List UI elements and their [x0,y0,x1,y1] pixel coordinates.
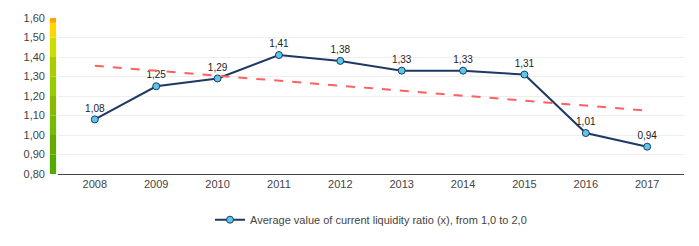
svg-text:0,94: 0,94 [637,130,657,141]
svg-text:1,60: 1,60 [24,12,45,24]
svg-text:1,08: 1,08 [85,103,105,114]
svg-text:1,33: 1,33 [392,54,412,65]
svg-text:1,29: 1,29 [208,62,228,73]
svg-text:2009: 2009 [144,178,168,190]
svg-text:2010: 2010 [205,178,229,190]
svg-text:1,30: 1,30 [24,70,45,82]
svg-text:Average value of current liqui: Average value of current liquidity ratio… [250,214,527,226]
svg-text:2008: 2008 [83,178,107,190]
svg-text:2012: 2012 [328,178,352,190]
svg-text:1,38: 1,38 [331,44,351,55]
svg-text:2015: 2015 [512,178,536,190]
svg-text:2017: 2017 [635,178,659,190]
svg-text:1,31: 1,31 [515,58,535,69]
svg-text:2016: 2016 [574,178,598,190]
svg-text:1,41: 1,41 [269,38,289,49]
svg-text:1,00: 1,00 [24,129,45,141]
svg-text:0,80: 0,80 [24,168,45,180]
svg-text:2014: 2014 [451,178,475,190]
svg-text:2013: 2013 [389,178,413,190]
svg-text:1,25: 1,25 [146,69,166,80]
svg-text:1,40: 1,40 [24,51,45,63]
svg-text:1,01: 1,01 [576,116,596,127]
svg-text:0,90: 0,90 [24,148,45,160]
svg-text:1,50: 1,50 [24,31,45,43]
svg-text:1,33: 1,33 [453,54,473,65]
svg-text:1,10: 1,10 [24,109,45,121]
svg-text:1,20: 1,20 [24,90,45,102]
svg-text:2011: 2011 [267,178,291,190]
